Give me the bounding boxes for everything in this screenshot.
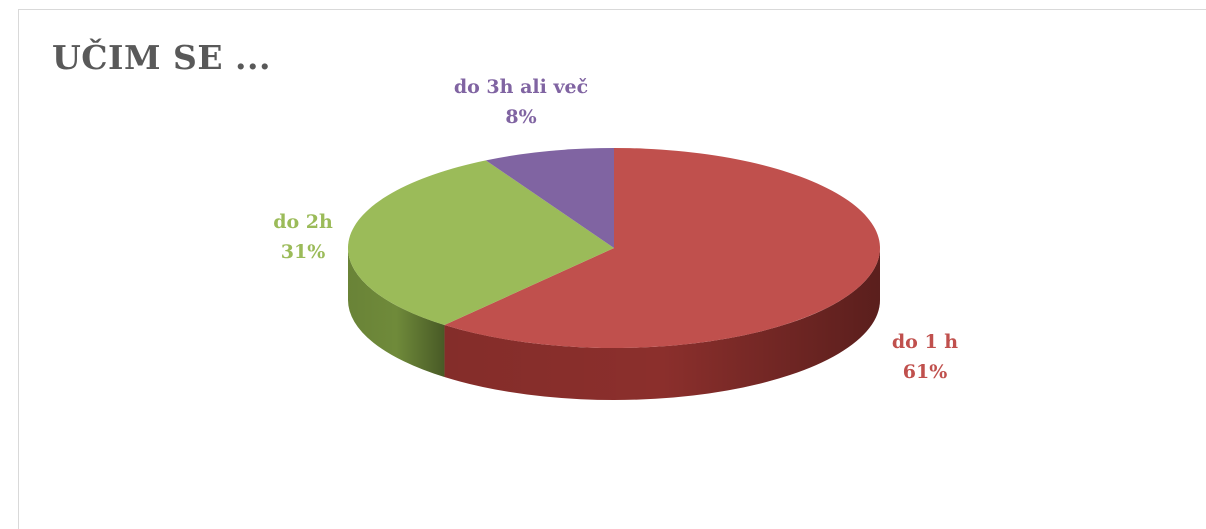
pie-sides	[348, 248, 880, 401]
pie-side-shade-do-1-h	[444, 248, 880, 401]
chart-frame	[18, 9, 1206, 529]
percent-do-3h: 8%	[505, 106, 536, 128]
pie-slice-do-2h	[348, 160, 614, 326]
pie-slice-do-3h-ali-ve-	[485, 148, 614, 248]
label-do-1h: do 1 h	[892, 331, 958, 353]
pie-chart: do 1 h 61% do 2h 31% do 3h ali več 8%	[273, 76, 958, 401]
chart-title: UČIM SE ...	[52, 38, 271, 77]
pie-side-shade-do-2h	[348, 248, 445, 378]
label-do-3h: do 3h ali več	[454, 76, 588, 98]
pie-tops	[348, 148, 881, 349]
pie-slice-do-1-h	[444, 148, 881, 349]
percent-do-2h: 31%	[281, 241, 326, 263]
percent-do-1h: 61%	[903, 361, 948, 383]
label-do-2h: do 2h	[273, 211, 333, 233]
